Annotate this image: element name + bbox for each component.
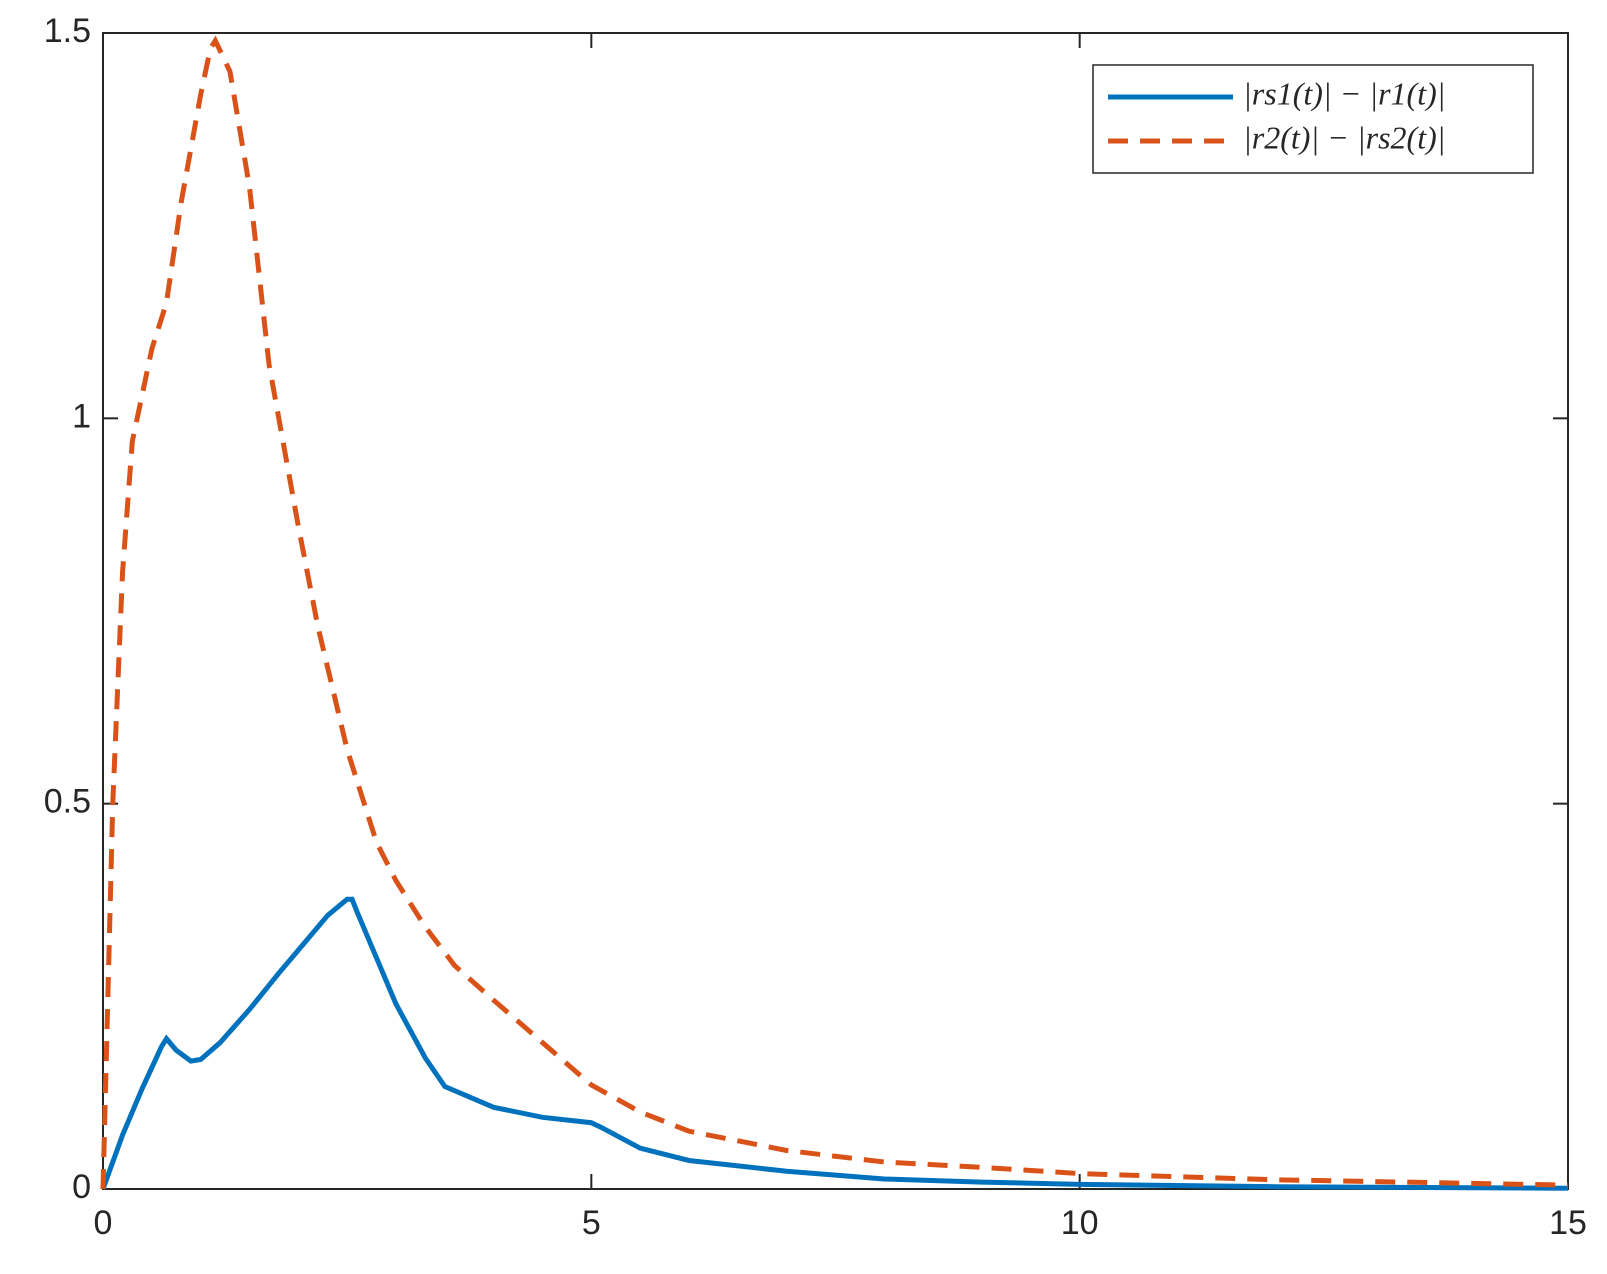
y-tick-label: 1 — [72, 397, 91, 435]
y-tick-label: 0 — [72, 1168, 91, 1206]
line — [100, 896, 1569, 1191]
x-tick-label: 15 — [1549, 1204, 1587, 1242]
x-tick-label: 10 — [1061, 1204, 1099, 1242]
legend-box — [1092, 64, 1534, 174]
x-tick-label: 5 — [582, 1204, 601, 1242]
plot-frame — [102, 32, 1569, 1190]
y-tick-label: 0.5 — [44, 783, 91, 821]
y-tick-label: 1.5 — [44, 12, 91, 50]
legend-label: |r2(t)| − |rs2(t)| — [1243, 119, 1446, 155]
line — [100, 35, 1569, 1190]
legend-label: |rs1(t)| − |r1(t)| — [1243, 75, 1446, 111]
x-tick-label: 0 — [94, 1204, 113, 1242]
